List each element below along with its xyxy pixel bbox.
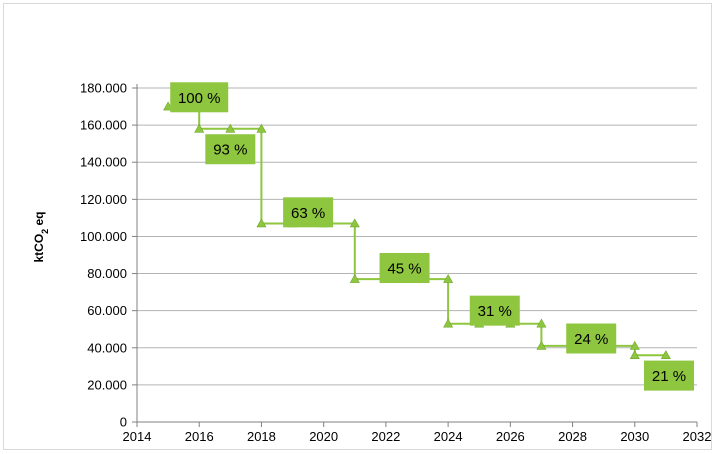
y-tick-label: 60.000 [87, 303, 127, 318]
data-point-marker [194, 123, 205, 133]
annotation-box: 21 % [644, 360, 694, 391]
y-tick-label: 40.000 [87, 340, 127, 355]
annotation-label: 93 % [213, 142, 247, 159]
data-point-marker [256, 123, 267, 133]
x-tick-label: 2028 [558, 429, 587, 444]
annotation-box: 93 % [205, 134, 256, 165]
annotation-box-bg [283, 197, 334, 228]
annotation-label: 21 % [652, 368, 686, 385]
annotations: 100 % 93 % 63 % 45 % 31 % 24 % 21 % [170, 82, 694, 391]
y-axis-label-main: ktCO [32, 234, 46, 263]
data-point-marker [629, 340, 640, 350]
x-tick-label: 2016 [185, 429, 214, 444]
annotation-box-bg [566, 323, 617, 354]
data-point-marker [660, 350, 671, 360]
y-axis-label-tail: eq [32, 211, 46, 228]
tick-labels: 0 20.000 40.000 60.000 80.000 100.000 120.000 1… [80, 81, 711, 445]
x-tick-label: 2014 [123, 429, 152, 444]
annotation-label: 100 % [178, 90, 221, 107]
data-point-marker [536, 340, 547, 350]
x-tick-label: 2030 [620, 429, 649, 444]
data-point-marker [256, 218, 267, 228]
y-tick-label: 80.000 [87, 266, 127, 281]
data-point-marker [629, 350, 640, 360]
annotation-box-bg [205, 134, 256, 165]
data-point-marker [349, 218, 360, 228]
annotation-label: 31 % [478, 303, 512, 320]
axes [132, 84, 698, 427]
data-point-marker [225, 123, 236, 133]
annotation-label: 24 % [574, 331, 608, 348]
y-axis-label-sub: 2 [40, 229, 50, 234]
annotation-box: 24 % [566, 323, 617, 354]
x-tick-label: 2020 [309, 429, 338, 444]
annotation-label: 45 % [387, 260, 421, 277]
data-point-marker [443, 318, 454, 328]
y-tick-label: 120.000 [80, 192, 127, 207]
y-tick-label: 160.000 [80, 118, 127, 133]
annotation-box-bg [170, 82, 229, 113]
annotation-box: 63 % [283, 197, 334, 228]
annotation-box-bg [379, 252, 430, 283]
x-tick-label: 2026 [496, 429, 525, 444]
y-tick-label: 180.000 [80, 81, 127, 96]
annotation-box-bg [644, 360, 694, 391]
y-tick-label: 0 [120, 415, 127, 430]
x-tick-label: 2024 [434, 429, 463, 444]
data-point-marker [443, 274, 454, 283]
grid-lines [137, 87, 697, 386]
data-point-marker [349, 274, 360, 283]
annotation-box: 100 % [170, 82, 229, 113]
y-tick-label: 20.000 [87, 377, 127, 392]
annotation-box: 45 % [379, 252, 430, 283]
x-tick-label: 2018 [247, 429, 276, 444]
annotation-box-bg [469, 295, 520, 326]
annotation-box: 31 % [469, 295, 520, 326]
x-tick-label: 2032 [683, 429, 712, 444]
data-point-marker [536, 318, 547, 328]
y-tick-label: 100.000 [80, 229, 127, 244]
annotation-label: 63 % [291, 205, 325, 222]
x-tick-label: 2022 [371, 429, 400, 444]
y-tick-label: 140.000 [80, 155, 127, 170]
y-axis-label: ktCO2 eq [32, 211, 50, 262]
